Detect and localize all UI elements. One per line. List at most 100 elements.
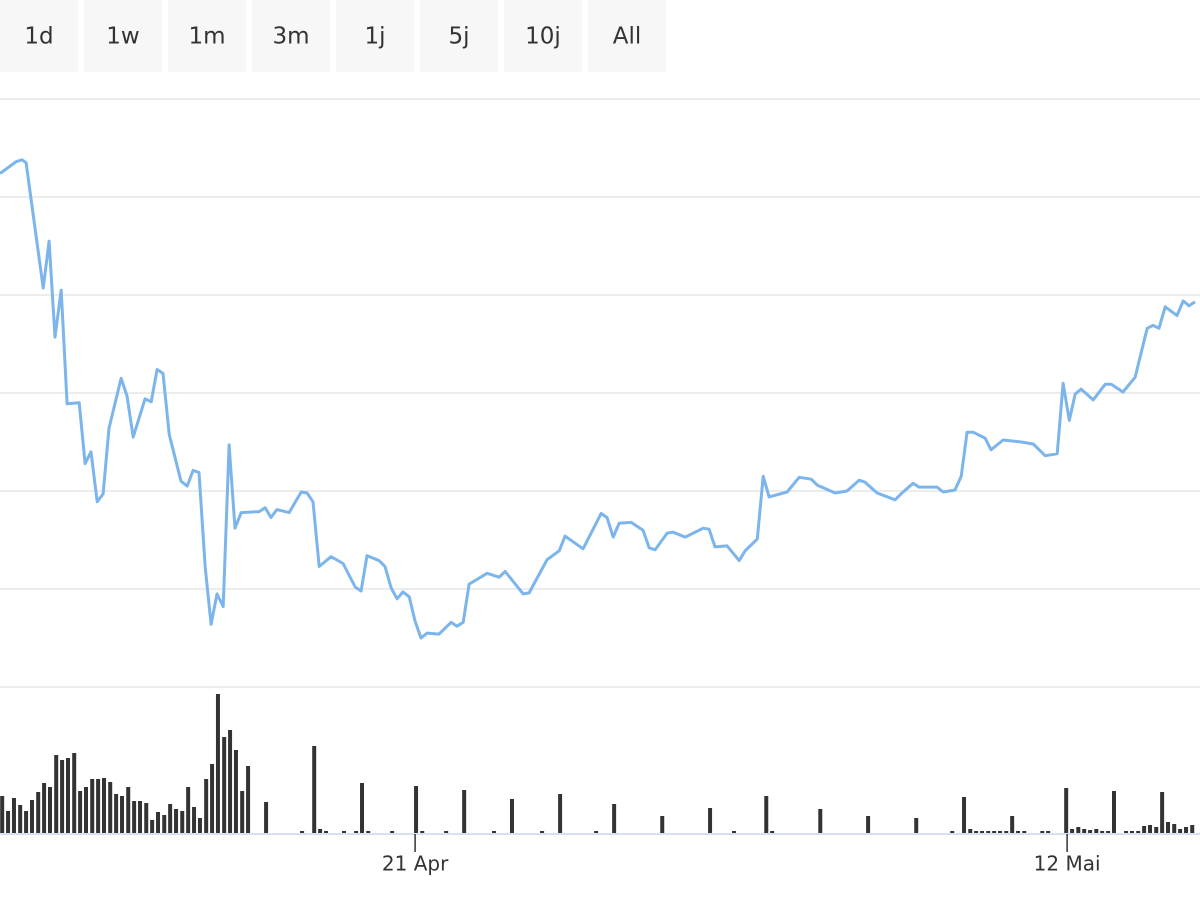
volume-bar <box>96 779 101 833</box>
volume-bar <box>1130 831 1135 833</box>
volume-bar <box>1046 831 1051 833</box>
volume-bar <box>974 831 979 833</box>
range-button-bg[interactable] <box>588 0 666 72</box>
volume-bar <box>444 831 449 833</box>
range-button-label[interactable]: 1d <box>24 24 53 50</box>
volume-bar <box>980 831 985 833</box>
volume-bar <box>168 804 173 833</box>
volume-bar <box>354 831 359 833</box>
volume-bar <box>968 829 973 833</box>
range-button[interactable]: 3m <box>252 0 330 72</box>
volume-bar <box>414 786 419 833</box>
volume-bar <box>204 779 209 833</box>
volume-bar <box>78 791 83 833</box>
range-button[interactable]: 1j <box>336 0 414 72</box>
x-tick-label: 21 Apr <box>382 852 449 876</box>
range-button[interactable]: 1d <box>0 0 78 72</box>
volume-bar <box>6 811 11 833</box>
volume-bar <box>998 831 1003 833</box>
volume-bar <box>866 816 871 833</box>
volume-bar <box>54 755 59 833</box>
volume-bar <box>660 816 665 833</box>
volume-bar <box>509 799 514 833</box>
volume-bar <box>300 831 305 833</box>
volume-bar <box>986 831 991 833</box>
volume-bar <box>1136 831 1141 833</box>
volume-bar <box>1106 831 1111 833</box>
volume-bar <box>1142 826 1147 833</box>
volume-bar <box>174 809 179 833</box>
volume-bar <box>708 808 713 833</box>
volume-bar <box>47 787 52 833</box>
volume-bar <box>108 782 113 833</box>
volume-bar <box>90 779 95 833</box>
range-button[interactable]: 1m <box>168 0 246 72</box>
volume-bar <box>233 750 238 833</box>
range-button-bg[interactable] <box>420 0 498 72</box>
volume-bar <box>1016 831 1021 833</box>
volume-bar <box>1100 831 1105 833</box>
volume-bar <box>228 730 233 833</box>
range-button-bg[interactable] <box>504 0 582 72</box>
range-button[interactable]: 5j <box>420 0 498 72</box>
volume-bar <box>1022 831 1027 833</box>
volume-bar <box>1184 827 1189 833</box>
volume-bar <box>491 831 496 833</box>
volume-bar <box>1082 829 1087 833</box>
volume-bar <box>1190 825 1195 833</box>
volume-bar <box>1124 831 1129 833</box>
volume-bar <box>731 831 736 833</box>
volume-bar <box>240 791 245 833</box>
volume-bar <box>612 804 617 833</box>
volume-bar <box>1111 791 1116 833</box>
volume-bar <box>60 760 65 833</box>
volume-bar <box>1148 825 1153 833</box>
volume-bar <box>264 802 269 833</box>
volume-bar <box>72 753 77 833</box>
volume-bar <box>126 787 131 833</box>
volume-bar <box>312 746 317 833</box>
range-button[interactable]: 1w <box>84 0 162 72</box>
volume-bar <box>24 811 29 833</box>
volume-bar <box>818 809 823 833</box>
volume-bar <box>197 818 202 833</box>
range-button-bg[interactable] <box>252 0 330 72</box>
range-button-label[interactable]: 5j <box>448 24 469 50</box>
range-button-bg[interactable] <box>336 0 414 72</box>
volume-bar <box>11 798 16 833</box>
volume-bar <box>246 766 251 833</box>
range-button-label[interactable]: 1m <box>188 24 225 50</box>
range-button-label[interactable]: 1j <box>364 24 385 50</box>
volume-bar <box>120 796 125 833</box>
volume-bar <box>102 778 107 833</box>
volume-bar <box>210 764 215 833</box>
volume-bar <box>0 796 5 833</box>
volume-bar <box>1172 824 1177 833</box>
range-button-bg[interactable] <box>0 0 78 72</box>
volume-bar <box>192 807 197 833</box>
volume-bar <box>114 794 119 833</box>
volume-bar <box>1094 829 1099 833</box>
volume-bar <box>342 831 347 833</box>
volume-bar <box>1154 827 1159 833</box>
volume-bar <box>215 694 220 833</box>
range-button-label[interactable]: 10j <box>525 24 561 50</box>
volume-bar <box>84 787 89 833</box>
volume-bar <box>390 831 395 833</box>
range-button-label[interactable]: 3m <box>272 24 309 50</box>
volume-bar <box>222 737 227 833</box>
range-button-label[interactable]: All <box>613 24 642 50</box>
volume-bar <box>366 831 371 833</box>
volume-bar <box>594 831 599 833</box>
volume-bar <box>36 792 41 833</box>
volume-bar <box>1178 829 1183 833</box>
range-button-label[interactable]: 1w <box>106 24 139 50</box>
price-line <box>0 158 1196 640</box>
range-button-bg[interactable] <box>168 0 246 72</box>
range-button[interactable]: 10j <box>504 0 582 72</box>
volume-bar <box>1040 831 1045 833</box>
volume-bar <box>162 815 167 833</box>
range-button[interactable]: All <box>588 0 666 72</box>
range-button-bg[interactable] <box>84 0 162 72</box>
